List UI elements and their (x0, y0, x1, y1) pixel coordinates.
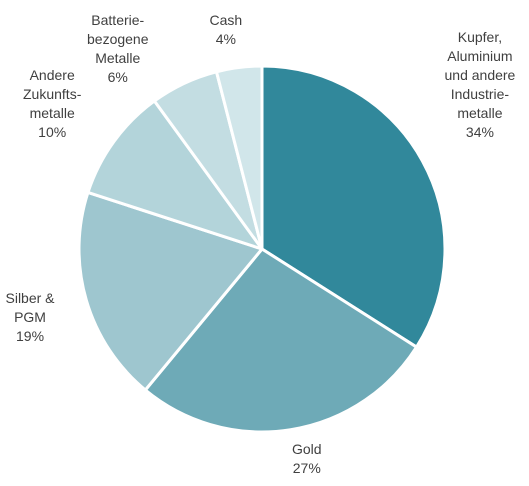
slice-label-batterie: Batterie-bezogene Metalle 6% (87, 11, 149, 87)
pie-slice-andere (86, 99, 264, 251)
slice-label-line: Industrie- (450, 86, 510, 102)
slice-label-line: Zukunfts- (23, 86, 82, 102)
slice-label-line: metalle (29, 105, 75, 121)
slice-label-line: bezogene (87, 31, 149, 47)
pie-slices (77, 64, 447, 434)
pie-slice-silber (77, 190, 264, 392)
slice-value-label: 10% (38, 124, 67, 140)
slice-label-andere: Andere Zukunfts-metalle 10% (23, 66, 81, 142)
slice-value-label: 27% (292, 460, 321, 476)
slice-label-line: Gold (292, 441, 322, 457)
pie-slice-gold (143, 247, 419, 434)
slice-label-cash: Cash 4% (210, 11, 243, 49)
slice-label-kupfer: Kupfer, Aluminium und andere Industrie-meta… (445, 28, 516, 142)
slice-label-line: Silber & (5, 290, 55, 306)
pie-slice-cash (214, 64, 264, 251)
slice-label-line: Kupfer, (457, 29, 503, 45)
slice-label-gold: Gold 27% (292, 440, 322, 478)
slice-label-line: Andere (29, 67, 75, 83)
slice-value-label: 4% (215, 31, 236, 47)
slice-label-line: Metalle (95, 50, 141, 66)
slice-label-line: und andere (444, 67, 516, 83)
slice-label-line: metalle (457, 105, 503, 121)
slice-label-line: Batterie- (91, 12, 145, 28)
slice-value-label: 19% (16, 328, 45, 344)
slice-label-line: Cash (209, 12, 243, 28)
slice-label-line: Aluminium (447, 48, 513, 64)
slice-label-line: PGM (14, 309, 46, 325)
slice-label-silber: Silber & PGM 19% (6, 289, 55, 346)
slice-value-label: 34% (465, 124, 494, 140)
slice-value-label: 6% (107, 69, 128, 85)
